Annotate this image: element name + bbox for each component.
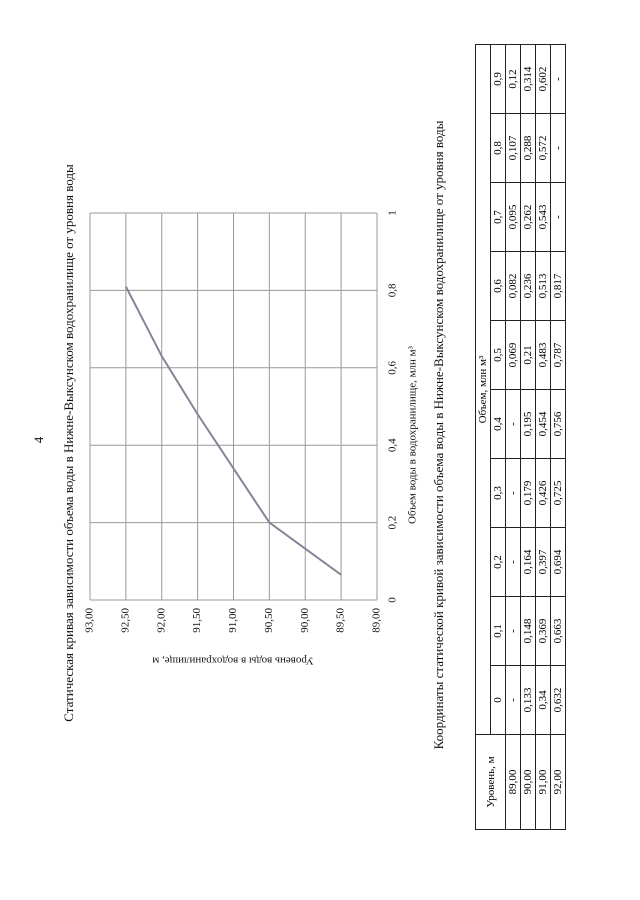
table-cell: - [550,44,566,114]
table-cell: 0,7 [490,182,506,252]
table-row: 0 0,1 0,2 0,3 0,4 0,5 0,6 0,7 0,8 0,9 [490,44,506,830]
table-cell: 0,694 [550,527,566,597]
table-cell: Объем, млн м³ [475,44,491,735]
table-cell: 0,513 [535,251,551,321]
table-cell: 0,095 [505,182,521,252]
y-tick-label: 93,00 [84,608,96,633]
x-tick-label: 0,8 [387,283,399,297]
table-cell: 0,632 [550,665,566,735]
page-number: 4 [31,436,46,443]
table-cell: 0,483 [535,320,551,390]
table-cell: 0,21 [520,320,536,390]
table-cell: 0,817 [550,251,566,321]
table-cell: 0,9 [490,44,506,114]
table-cell: 89,00 [505,734,521,830]
x-tick-label: 0,4 [387,438,399,452]
table-cell: 90,00 [520,734,536,830]
table-cell: 0,1 [490,596,506,666]
table-cell: 0,787 [550,320,566,390]
table-cell: 0,082 [505,251,521,321]
table-row: 89,00- - - - -0,069 0,082 0,095 0,107 0,12 [505,44,521,830]
table-cell: 0,148 [520,596,536,666]
x-axis-label: Объем воды в водохранилище, млн м³ [407,345,419,524]
table-cell: 0,133 [520,665,536,735]
table-cell: 0,179 [520,458,536,528]
table-cell: - [550,182,566,252]
table-cell: 0,069 [505,320,521,390]
table-cell: 0,12 [505,44,521,114]
chart-title: Статическая кривая зависимости объема во… [61,164,76,722]
table-cell: - [505,389,521,459]
table-cell: Уровень, м [475,734,506,830]
y-axis-label: Уровень воды в водохранилище, м [152,654,313,666]
y-tick-label: 90,00 [299,608,311,633]
table-row: 92,00 0,632 0,663 0,694 0,725 0,756 0,787 0,817… [550,44,566,830]
y-tick-label: 91,50 [191,608,203,633]
table-cell: 0,164 [520,527,536,597]
data-table: Уровень, м Объем, млн м³ 0 0,1 0,2 0,3 0,4 0,5 0… [475,44,566,830]
y-tick-label: 89,00 [371,608,383,633]
table-cell: 0,195 [520,389,536,459]
y-tick-label: 92,00 [155,608,167,633]
table-cell: 0,5 [490,320,506,390]
table-cell: 0,34 [535,665,551,735]
curve [124,286,342,576]
x-tick-label: 0,6 [387,360,399,374]
table-cell: 0,426 [535,458,551,528]
table-cell: 0,454 [535,389,551,459]
table-cell: 0,2 [490,527,506,597]
table-cell: - [505,596,521,666]
table-cell: - [505,527,521,597]
table-cell: 0,6 [490,251,506,321]
table-cell: 0,725 [550,458,566,528]
table-cell: 0,314 [520,44,536,114]
x-tick-label: 0,2 [387,516,399,530]
table-row: Уровень, м Объем, млн м³ [475,44,506,830]
table-row: 91,00 0,34 0,369 0,397 0,426 0,454 0,483 0,513 0… [535,44,551,830]
table-cell: 0,262 [520,182,536,252]
table-cell: 91,00 [535,734,551,830]
table-cell: 0,236 [520,251,536,321]
table-title: Координаты статической кривой зависимост… [431,120,446,749]
y-tick-label: 90,50 [263,608,275,633]
x-tick-label: 0 [387,597,399,603]
table-cell: 0,756 [550,389,566,459]
table-cell: 0,663 [550,596,566,666]
table-row: 90,00 0,133 0,148 0,164 0,179 0,195 0,21 0,236 0… [520,44,536,830]
x-tick-label: 1 [387,210,399,216]
table-cell: - [505,665,521,735]
table-cell: 92,00 [550,734,566,830]
table-cell: 0 [490,665,506,735]
table-cell: 0,3 [490,458,506,528]
y-tick-label: 89,50 [335,608,347,633]
table-cell: 0,543 [535,182,551,252]
table-cell: 0,8 [490,113,506,183]
table-cell: 0,602 [535,44,551,114]
table-cell: 0,397 [535,527,551,597]
table-cell: 0,4 [490,389,506,459]
table-cell: 0,107 [505,113,521,183]
table-cell: 0,288 [520,113,536,183]
table-cell: - [550,113,566,183]
y-tick-label: 92,50 [119,608,131,633]
table-cell: 0,572 [535,113,551,183]
table-cell: - [505,458,521,528]
y-tick-label: 91,00 [227,608,239,633]
table-cell: 0,369 [535,596,551,666]
